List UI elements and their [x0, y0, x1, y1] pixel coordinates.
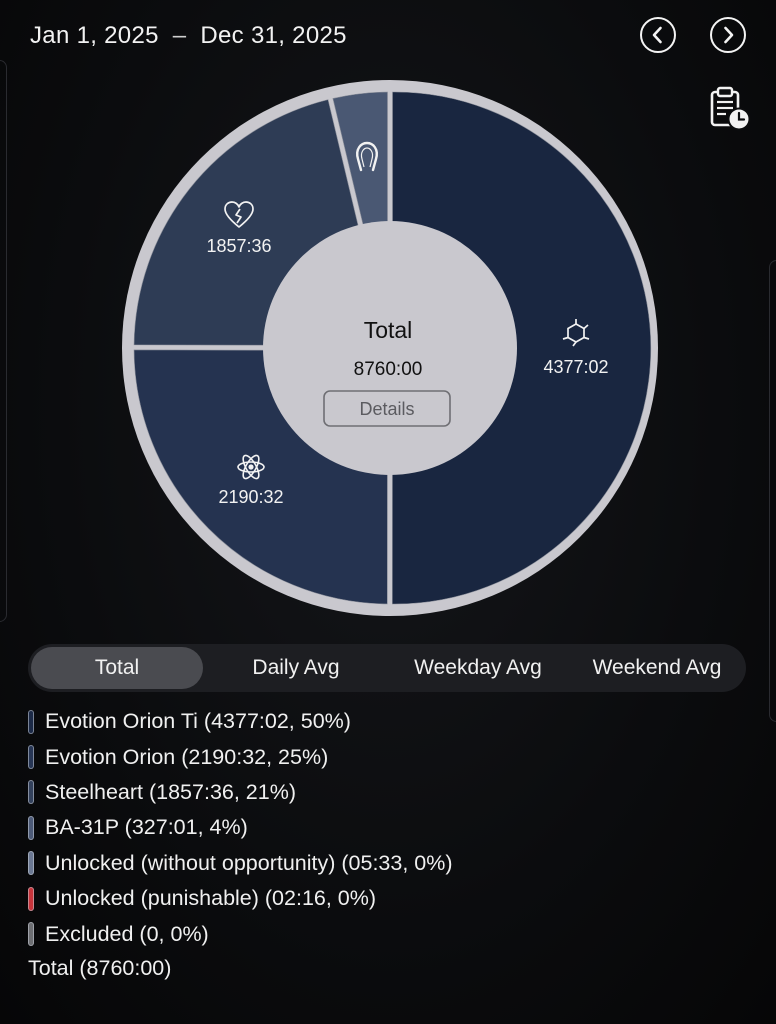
legend-item: Evotion Orion Ti (4377:02, 50%)	[28, 704, 453, 739]
legend-swatch	[28, 922, 34, 947]
date-start: Jan 1, 2025	[30, 22, 159, 49]
legend-swatch	[28, 709, 34, 734]
chevron-right-icon	[724, 26, 734, 44]
previous-period-button[interactable]	[640, 17, 676, 53]
molecule-icon	[562, 319, 590, 347]
tab-weekend-avg[interactable]: Weekend Avg	[592, 656, 722, 679]
legend-label: Evotion Orion Ti (4377:02, 50%)	[45, 709, 351, 734]
horseshoe-icon	[356, 141, 378, 172]
legend-label: Unlocked (punishable) (02:16, 0%)	[45, 886, 377, 911]
legend-item: Unlocked (without opportunity) (05:33, 0…	[28, 846, 453, 881]
center-value: 8760:00	[354, 359, 423, 380]
report-button[interactable]	[709, 86, 753, 132]
date-separator: –	[172, 22, 187, 49]
tab-daily-avg[interactable]: Daily Avg	[252, 656, 340, 679]
donut-chart[interactable]: Total 8760:00 Details 4377:02	[120, 78, 660, 618]
next-period-button[interactable]	[710, 17, 746, 53]
slice-label-steelheart: 1857:36	[206, 236, 271, 256]
legend-label: Evotion Orion (2190:32, 25%)	[45, 744, 329, 769]
aggregation-tabs: Total Daily Avg Weekday Avg Weekend Avg	[28, 644, 746, 692]
atom-icon	[237, 454, 265, 480]
legend-item: Unlocked (punishable) (02:16, 0%)	[28, 881, 453, 916]
chevron-left-icon	[652, 26, 662, 44]
legend-swatch	[28, 886, 34, 911]
screen-edge-left	[0, 60, 7, 622]
legend: Evotion Orion Ti (4377:02, 50%) Evotion …	[28, 704, 453, 986]
legend-label: Excluded (0, 0%)	[45, 921, 209, 946]
legend-item: Evotion Orion (2190:32, 25%)	[28, 739, 453, 774]
details-button-label: Details	[359, 399, 414, 419]
slice-label-orion: 2190:32	[218, 487, 283, 507]
tab-total[interactable]: Total	[31, 647, 203, 689]
legend-swatch	[28, 815, 34, 840]
legend-swatch	[28, 851, 34, 876]
slice-label-orion-ti: 4377:02	[543, 357, 608, 377]
tab-weekday-avg[interactable]: Weekday Avg	[414, 656, 542, 679]
legend-item: Excluded (0, 0%)	[28, 916, 453, 951]
clipboard-clock-icon	[710, 86, 751, 131]
legend-label: Unlocked (without opportunity) (05:33, 0…	[45, 850, 453, 875]
donut-svg: Total 8760:00 Details 4377:02	[122, 80, 658, 616]
details-button[interactable]: Details	[323, 390, 451, 427]
legend-label: Steelheart (1857:36, 21%)	[45, 779, 296, 804]
legend-item: Steelheart (1857:36, 21%)	[28, 775, 453, 810]
center-title: Total	[364, 317, 413, 343]
donut-center	[263, 221, 517, 475]
legend-total: Total (8760:00)	[28, 956, 172, 981]
legend-item: BA-31P (327:01, 4%)	[28, 810, 453, 845]
date-end: Dec 31, 2025	[200, 22, 347, 49]
legend-label: BA-31P (327:01, 4%)	[45, 815, 248, 840]
screen-edge-right	[769, 260, 776, 722]
date-range[interactable]: Jan 1, 2025– Dec 31, 2025	[30, 22, 347, 50]
legend-swatch	[28, 780, 34, 805]
legend-swatch	[28, 745, 34, 770]
broken-heart-icon	[224, 201, 254, 228]
